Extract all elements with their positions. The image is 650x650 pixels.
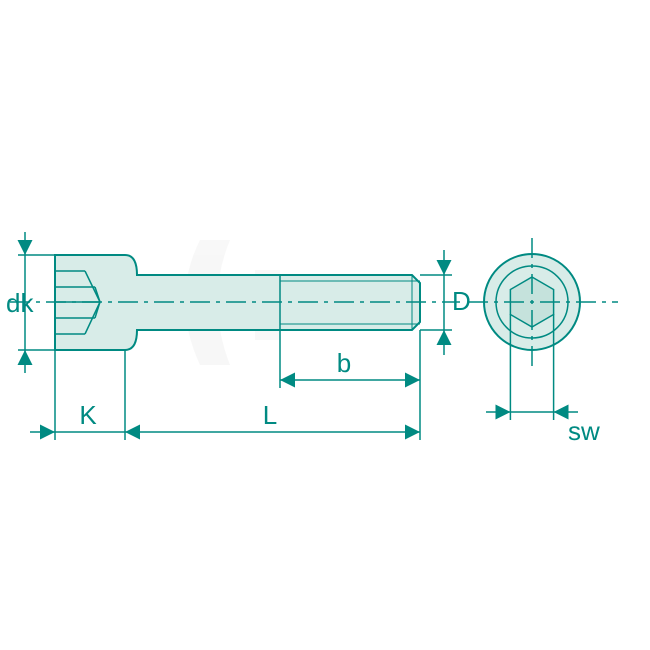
screw-diagram: dk D b K L sw bbox=[0, 0, 650, 650]
label-L: L bbox=[263, 400, 277, 430]
label-K: K bbox=[79, 400, 97, 430]
label-D: D bbox=[452, 286, 471, 316]
label-dk: dk bbox=[6, 288, 34, 318]
label-sw: sw bbox=[568, 416, 600, 446]
label-b: b bbox=[337, 348, 351, 378]
